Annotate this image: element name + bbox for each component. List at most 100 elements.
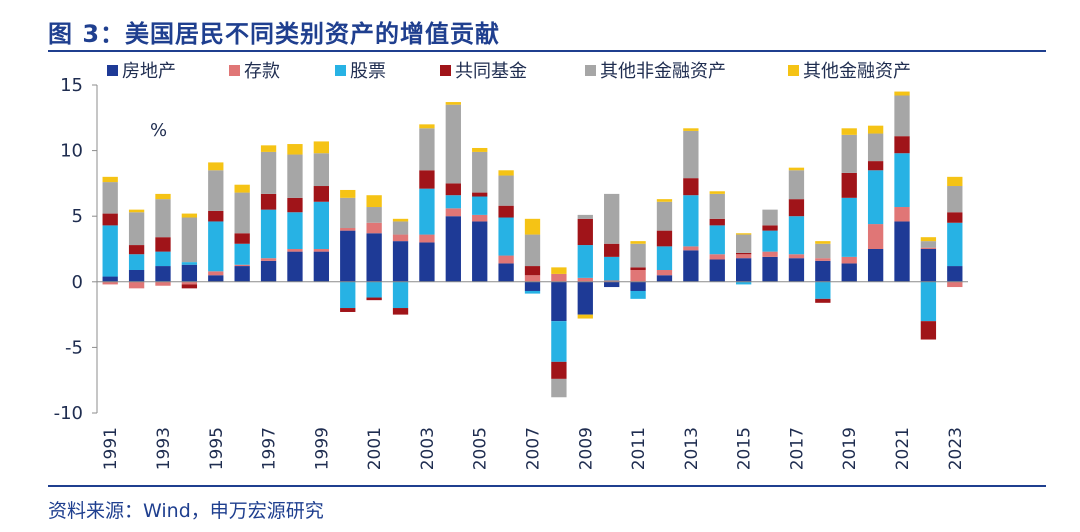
bar-segment [128,269,145,282]
bar-segment [524,281,541,291]
bar-segment [947,222,963,267]
bar-segment [287,197,303,213]
bar-segment [340,228,356,231]
bar-segment [234,233,250,244]
legend-label: 股票 [350,61,386,82]
bar-segment [867,125,884,134]
unit-label: % [150,120,167,141]
bar-segment [788,167,805,171]
legend-swatch [585,65,596,76]
bar-segment [366,281,382,298]
y-tick-label: 0 [72,272,83,293]
bar-segment [208,221,224,272]
x-tick-label: 1991 [101,427,121,470]
legend-swatch [335,65,346,76]
bar-segment [498,170,514,176]
bar-segment [604,280,620,282]
bar-segment [867,224,884,249]
bar-segment [155,281,171,286]
bar-segment [551,321,567,362]
bar-segment [947,176,963,187]
bar-segment [524,290,541,294]
bar-segment [524,234,541,267]
bar-segment [155,251,171,267]
bar-segment [894,91,910,96]
bar-segment [313,153,329,187]
bar-segment [867,161,884,171]
bar-segment [472,221,488,282]
bar-segment [762,251,778,257]
bar-segment [419,124,435,129]
bar-segment [788,199,805,217]
x-axis: 1991 1993 1995 1997 1999 2001 2003 2005 2007 2009… [97,281,968,470]
bar-segment [788,254,805,259]
bar-segment [472,147,488,152]
bar-segment [736,233,752,235]
bar-segment [498,263,514,282]
bar-segment [815,258,831,261]
bar-segment [287,144,303,155]
legend-label: 房地产 [122,61,176,82]
bar-segment [841,128,857,135]
bar-segment [683,246,699,251]
bar-segment [260,193,277,210]
x-tick-label: 1997 [260,427,280,470]
bar-segment [604,281,620,288]
bar-segment [630,281,646,291]
bar-segment [551,273,567,282]
bar-segment [392,221,409,235]
bar-segment [472,214,488,222]
bar-segment [128,212,145,246]
bar-segment [208,170,224,211]
legend-label: 共同基金 [455,61,527,82]
x-tick-label: 2007 [524,427,544,470]
bar-segment [736,252,752,255]
bar-segment [577,245,593,278]
bar-segment [604,193,620,244]
bar-segment [181,217,198,263]
bar-segment [419,242,435,282]
bar-segment [445,216,461,282]
bar-segment [366,222,382,234]
bar-segment [630,269,646,282]
bar-segment [260,145,277,152]
bar-segment [577,218,593,246]
bar-segment [683,130,699,179]
bar-segment [894,95,910,137]
bar-segment [841,197,857,257]
bar-segment [656,269,673,276]
bar-segment [815,298,831,303]
bar-segment [762,225,778,231]
bar-segment [920,247,937,249]
bar-segment [709,254,725,260]
bar-segment [419,170,435,189]
bar-segment [867,249,884,282]
bar-segment [392,241,409,282]
x-tick-label: 2015 [735,427,755,470]
bar-segment [630,290,646,299]
bar-segment [551,361,567,379]
bar-segment [683,195,699,247]
bar-segment [287,154,303,198]
bar-segment [340,281,356,309]
y-tick-label: -10 [54,403,83,424]
bar-segment [736,234,752,253]
legend: 房地产 存款 股票 共同基金 其他非金融资产 其他金融资产 [107,61,911,82]
bar-segment [340,230,356,282]
x-tick-label: 1999 [312,427,332,470]
bar-segment [472,196,488,215]
bar-segment [762,230,778,252]
legend-swatch [788,65,799,76]
bar-segment [102,213,118,226]
bar-segment [947,266,963,282]
bar-segment [656,230,673,247]
bar-segment [947,186,963,213]
bar-segment [102,182,118,214]
y-tick-label: 15 [60,75,83,96]
bar-segment [577,214,593,219]
bar-segment [419,188,435,235]
bar-segment [366,233,382,282]
bar-segment [762,256,778,282]
legend-swatch [440,65,451,76]
bar-segment [656,246,673,270]
